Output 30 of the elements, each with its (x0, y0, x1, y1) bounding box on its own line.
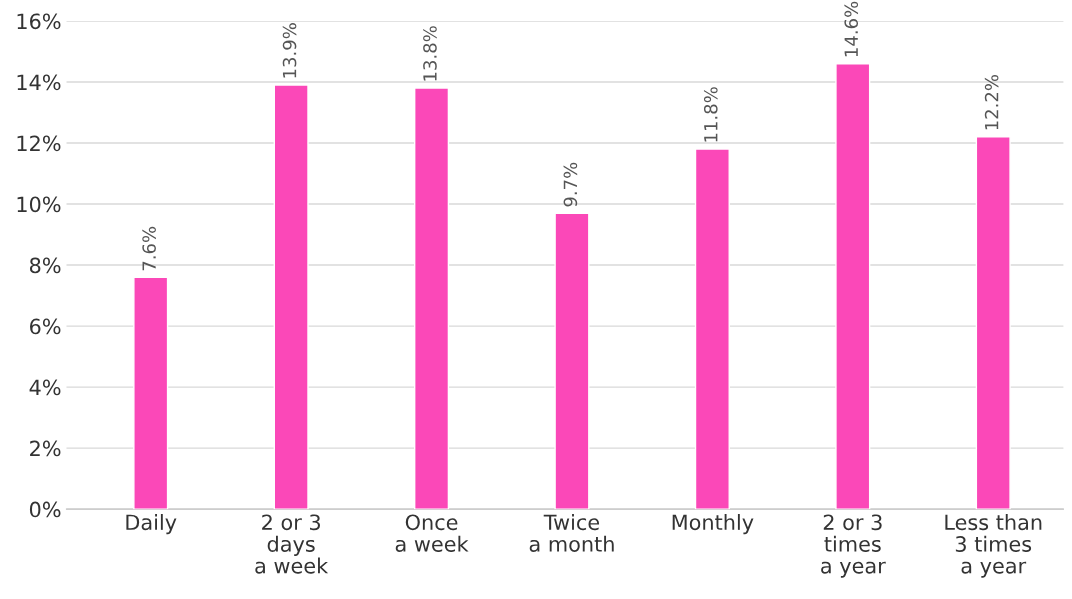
data-label: 7.6% (142, 226, 156, 271)
x-tick-label: 2 or 3 days a week (255, 514, 329, 574)
data-label: 12.2% (984, 74, 999, 130)
y-tick-label: 4% (29, 379, 61, 396)
x-tick-label: 2 or 3 times a year (821, 514, 886, 578)
x-tick-label: Less than 3 times a year (945, 514, 1042, 578)
data-label: 11.8% (703, 87, 718, 142)
y-tick-label: 10% (17, 196, 61, 213)
x-tick-label: Monthly (672, 514, 754, 535)
x-tick-label: Once a week (395, 514, 469, 552)
y-tick-label: 6% (30, 318, 61, 335)
data-label: 13.9% (282, 23, 297, 78)
bar (835, 62, 871, 510)
y-tick-label: 14% (17, 74, 61, 91)
bar (414, 87, 450, 510)
x-tick-label: Daily (126, 514, 177, 535)
bar (273, 84, 309, 510)
y-tick-label: 0% (29, 501, 61, 518)
data-label: 13.8% (423, 26, 437, 81)
y-tick-label: 12% (17, 135, 61, 152)
data-label: 14.6% (844, 1, 859, 57)
y-tick-label: 2% (30, 440, 61, 457)
data-label: 9.7% (563, 162, 578, 207)
bar (554, 212, 590, 510)
bar (694, 148, 730, 510)
x-tick-label: Twice a month (529, 514, 614, 552)
bar (133, 276, 169, 510)
y-tick-label: 16% (17, 13, 61, 30)
bar (975, 136, 1011, 510)
y-tick-label: 8% (29, 257, 61, 274)
